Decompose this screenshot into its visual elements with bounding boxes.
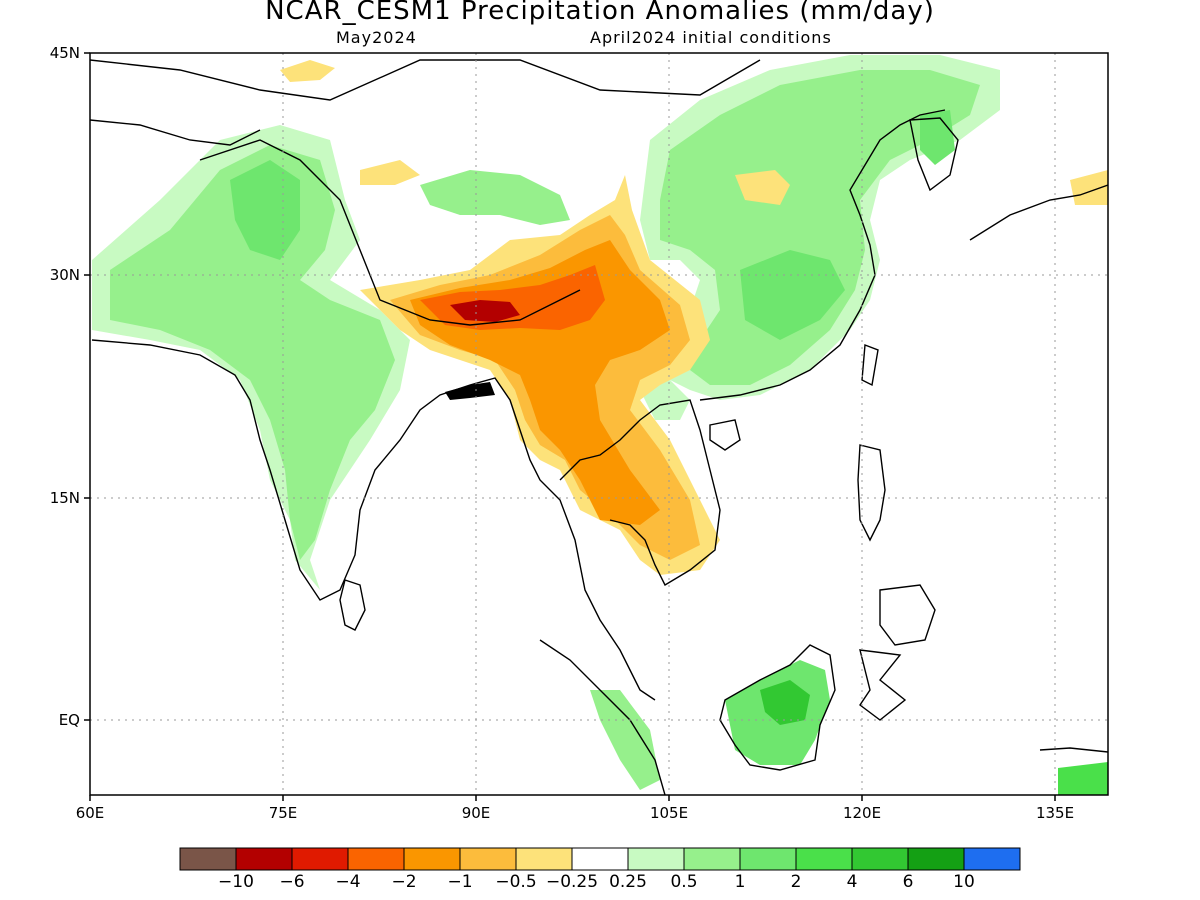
- forecast-month: May2024: [336, 28, 417, 47]
- island-mindanao: [879, 584, 936, 646]
- border-china-north: [90, 59, 761, 101]
- wet-region-sumatra: [590, 690, 660, 790]
- wet-region-tibet: [420, 170, 570, 225]
- map-title: NCAR_CESM1 Precipitation Anomalies (mm/d…: [265, 0, 935, 26]
- lon-tick-label: 105E: [650, 804, 688, 822]
- island-japan: [969, 184, 1108, 241]
- colorbar-swatch: [963, 847, 1021, 871]
- lat-tick-label: 15N: [50, 489, 80, 507]
- colorbar-tick-label: 1: [734, 872, 746, 892]
- lon-tick-label: 135E: [1036, 804, 1074, 822]
- wet-region-india-mid: [110, 145, 395, 560]
- border-central-asia: [90, 119, 261, 146]
- colorbar: [179, 847, 1021, 871]
- initial-conditions: April2024 initial conditions: [590, 28, 832, 47]
- colorbar-tick-label: 0.25: [609, 872, 647, 892]
- colorbar-tick-label: −0.5: [495, 872, 537, 892]
- coast-arabian-sea: [91, 339, 656, 701]
- lon-tick-label: 90E: [462, 804, 491, 822]
- lat-tick-label: 30N: [50, 266, 80, 284]
- dry-region-japan: [1070, 170, 1108, 205]
- island-sri-lanka: [339, 579, 366, 631]
- colorbar-tick-label: −0.25: [545, 872, 599, 892]
- dry-region-north-tibet: [360, 160, 420, 185]
- anomaly-field: [92, 55, 1108, 795]
- colorbar-swatch: [851, 847, 909, 871]
- island-sumatra: [539, 639, 666, 795]
- lat-tick-label: 45N: [50, 44, 80, 62]
- dry-region-extreme: [450, 300, 520, 322]
- island-taiwan: [861, 344, 879, 387]
- lon-tick-label: 75E: [269, 804, 298, 822]
- island-hainan: [709, 419, 741, 451]
- dry-region-mongolia: [735, 170, 790, 205]
- wet-region-south-china-strong: [740, 250, 845, 340]
- coast-indochina: [559, 399, 721, 586]
- colorbar-tick-label: 4: [846, 872, 858, 892]
- colorbar-tick-label: 6: [902, 872, 914, 892]
- colorbar-swatch: [459, 847, 517, 871]
- border-himalaya: [199, 139, 581, 326]
- colorbar-tick-label: 0.5: [670, 872, 698, 892]
- wet-region-north-china-mid: [660, 70, 980, 385]
- colorbar-tick-label: 2: [790, 872, 802, 892]
- coast-china: [699, 109, 946, 401]
- island-luzon: [857, 444, 886, 542]
- wet-region-new-guinea: [1058, 762, 1108, 795]
- colorbar-tick-label: −4: [335, 872, 361, 892]
- island-sulawesi: [859, 649, 907, 721]
- colorbar-swatch: [347, 847, 405, 871]
- colorbar-swatch: [571, 847, 629, 871]
- coastlines: [90, 59, 1108, 795]
- island-new-guinea: [1039, 747, 1108, 753]
- lon-tick-label: 120E: [843, 804, 881, 822]
- border-korea: [909, 117, 959, 192]
- colorbar-swatch: [739, 847, 797, 871]
- colorbar-swatch: [179, 847, 237, 871]
- colorbar-swatch: [291, 847, 349, 871]
- wet-region-korea: [920, 110, 955, 165]
- island-borneo: [719, 644, 836, 771]
- ganges-delta: [445, 382, 495, 400]
- colorbar-tick-label: −2: [391, 872, 417, 892]
- colorbar-swatch: [683, 847, 741, 871]
- lat-tick-label: EQ: [59, 711, 80, 729]
- gridlines: [90, 53, 1108, 795]
- colorbar-tick-label: 10: [953, 872, 975, 892]
- plot-frame: [89, 52, 1109, 796]
- wet-region-borneo-core: [760, 680, 810, 725]
- colorbar-swatch: [907, 847, 965, 871]
- colorbar-swatch: [403, 847, 461, 871]
- colorbar-tick-label: −10: [218, 872, 254, 892]
- dry-region-pakistan-top: [280, 60, 335, 82]
- colorbar-swatch: [795, 847, 853, 871]
- colorbar-tick-label: −6: [279, 872, 305, 892]
- lon-tick-label: 60E: [76, 804, 105, 822]
- tick-marks: [84, 52, 1056, 801]
- colorbar-swatch: [235, 847, 293, 871]
- colorbar-swatch: [515, 847, 573, 871]
- colorbar-swatch: [627, 847, 685, 871]
- colorbar-tick-label: −1: [447, 872, 473, 892]
